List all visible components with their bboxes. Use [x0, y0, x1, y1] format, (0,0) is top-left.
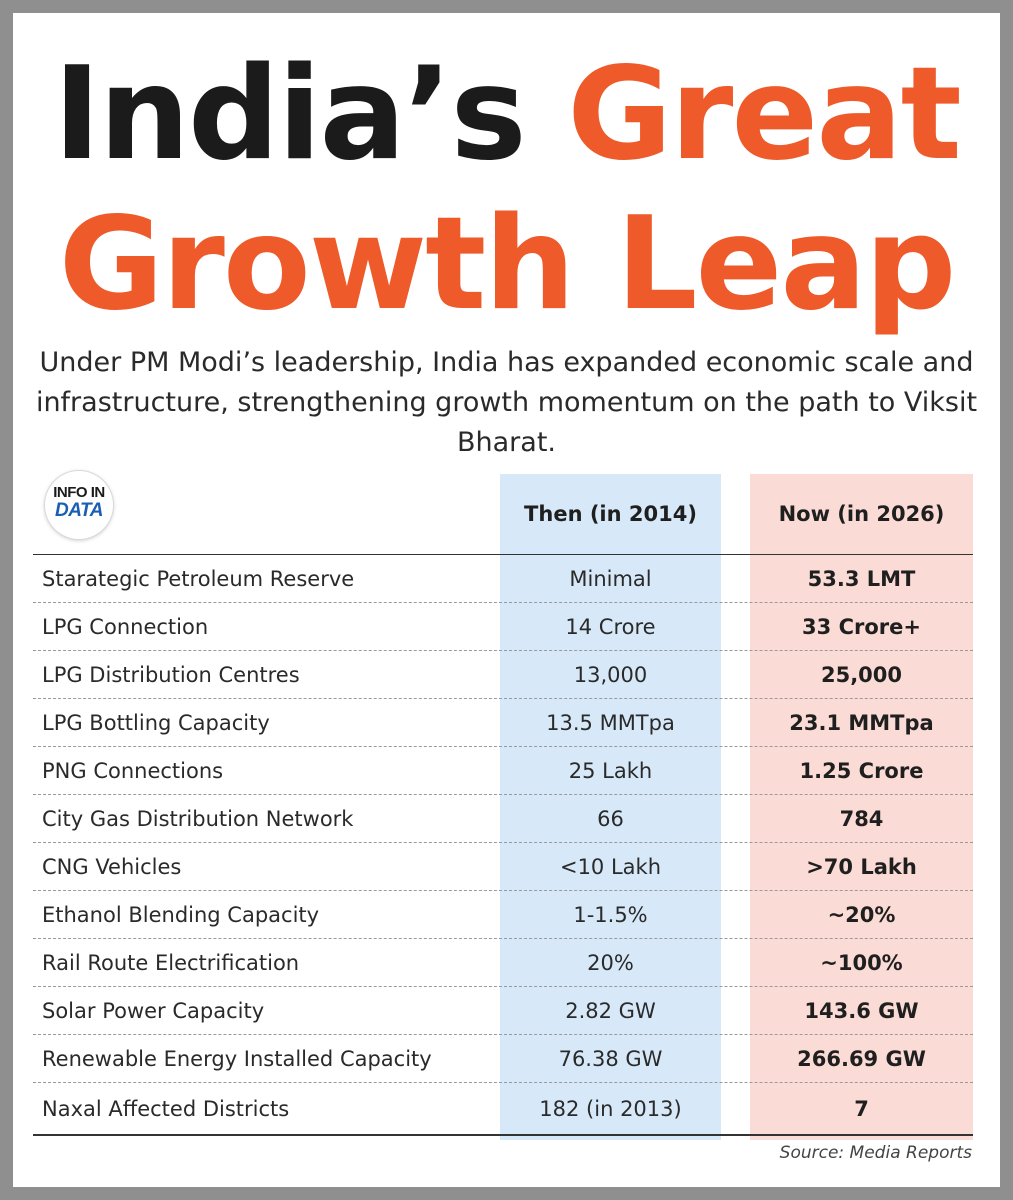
table-row: City Gas Distribution Network 66 784 [33, 794, 973, 842]
row-label: Naxal Affected Districts [42, 1096, 290, 1121]
table-row: LPG Distribution Centres 13,000 25,000 [33, 650, 973, 698]
then-value: 76.38 GW [558, 1046, 663, 1071]
headline-line-1: India’s Great [13, 51, 1000, 179]
headline-line-2: Growth Leap [58, 190, 957, 339]
row-label: Renewable Energy Installed Capacity [42, 1046, 432, 1071]
infographic-card: India’s Great Growth Leap Under PM Modi’… [13, 13, 1000, 1187]
then-column-background [500, 474, 721, 1140]
row-label: LPG Bottling Capacity [42, 710, 270, 735]
row-label: Rail Route Electrification [42, 950, 300, 975]
then-value: 2.82 GW [565, 998, 656, 1023]
info-in-data-logo: INFO IN DATA [45, 471, 113, 539]
then-value: <10 Lakh [559, 854, 662, 879]
then-value: 25 Lakh [568, 758, 653, 783]
then-value: 66 [597, 806, 624, 831]
then-value: Minimal [569, 566, 652, 591]
subtitle: Under PM Modi’s leadership, India has ex… [35, 347, 978, 458]
then-value: 1-1.5% [573, 902, 648, 927]
then-value: 13.5 MMTpa [546, 710, 675, 735]
row-label: Starategic Petroleum Reserve [42, 566, 355, 591]
table-row: Naxal Affected Districts 182 (in 2013) 7 [33, 1082, 973, 1134]
row-label: Solar Power Capacity [42, 998, 265, 1023]
row-label: PNG Connections [42, 758, 224, 783]
table-row: PNG Connections 25 Lakh 1.25 Crore [33, 746, 973, 794]
now-value: 784 [839, 806, 884, 831]
column-header-then: Then (in 2014) [524, 502, 697, 526]
table-row: Renewable Energy Installed Capacity 76.38… [33, 1034, 973, 1082]
table-row: Starategic Petroleum Reserve Minimal 53.3 … [33, 554, 973, 602]
headline-word-great: Great [567, 40, 962, 189]
table-row: Ethanol Blending Capacity 1-1.5% ~20% [33, 890, 973, 938]
row-label: LPG Connection [42, 614, 209, 639]
row-label: LPG Distribution Centres [42, 662, 300, 687]
then-value: 20% [587, 950, 634, 975]
now-column-background [750, 474, 973, 1140]
now-value: 53.3 LMT [807, 566, 916, 591]
now-value: 143.6 GW [804, 998, 919, 1023]
now-value: 1.25 Crore [799, 758, 924, 783]
comparison-table: Starategic Petroleum Reserve Minimal 53.3 … [33, 554, 973, 1136]
now-value: ~20% [827, 902, 896, 927]
then-value: 13,000 [573, 662, 648, 687]
now-value: 33 Crore+ [802, 614, 921, 639]
table-row: LPG Connection 14 Crore 33 Crore+ [33, 602, 973, 650]
row-label: City Gas Distribution Network [42, 806, 354, 831]
now-value: 7 [854, 1096, 869, 1121]
headline-word-india: India’s [53, 40, 526, 189]
now-value: ~100% [820, 950, 903, 975]
table-row: LPG Bottling Capacity 13.5 MMTpa 23.1 MMTp… [33, 698, 973, 746]
then-value: 182 (in 2013) [539, 1096, 682, 1121]
row-label: CNG Vehicles [42, 854, 182, 879]
logo-text-top: INFO IN [53, 484, 105, 501]
now-value: 266.69 GW [797, 1046, 926, 1071]
now-value: 25,000 [820, 662, 903, 687]
table-row: Solar Power Capacity 2.82 GW 143.6 GW [33, 986, 973, 1034]
row-label: Ethanol Blending Capacity [42, 902, 320, 927]
source-note: Source: Media Reports [779, 1143, 972, 1163]
column-header-now: Now (in 2026) [778, 502, 945, 526]
then-value: 14 Crore [565, 614, 656, 639]
logo-text-bottom: DATA [55, 500, 103, 521]
now-value: >70 Lakh [806, 854, 917, 879]
now-value: 23.1 MMTpa [789, 710, 934, 735]
table-row: Rail Route Electrification 20% ~100% [33, 938, 973, 986]
table-row: CNG Vehicles <10 Lakh >70 Lakh [33, 842, 973, 890]
